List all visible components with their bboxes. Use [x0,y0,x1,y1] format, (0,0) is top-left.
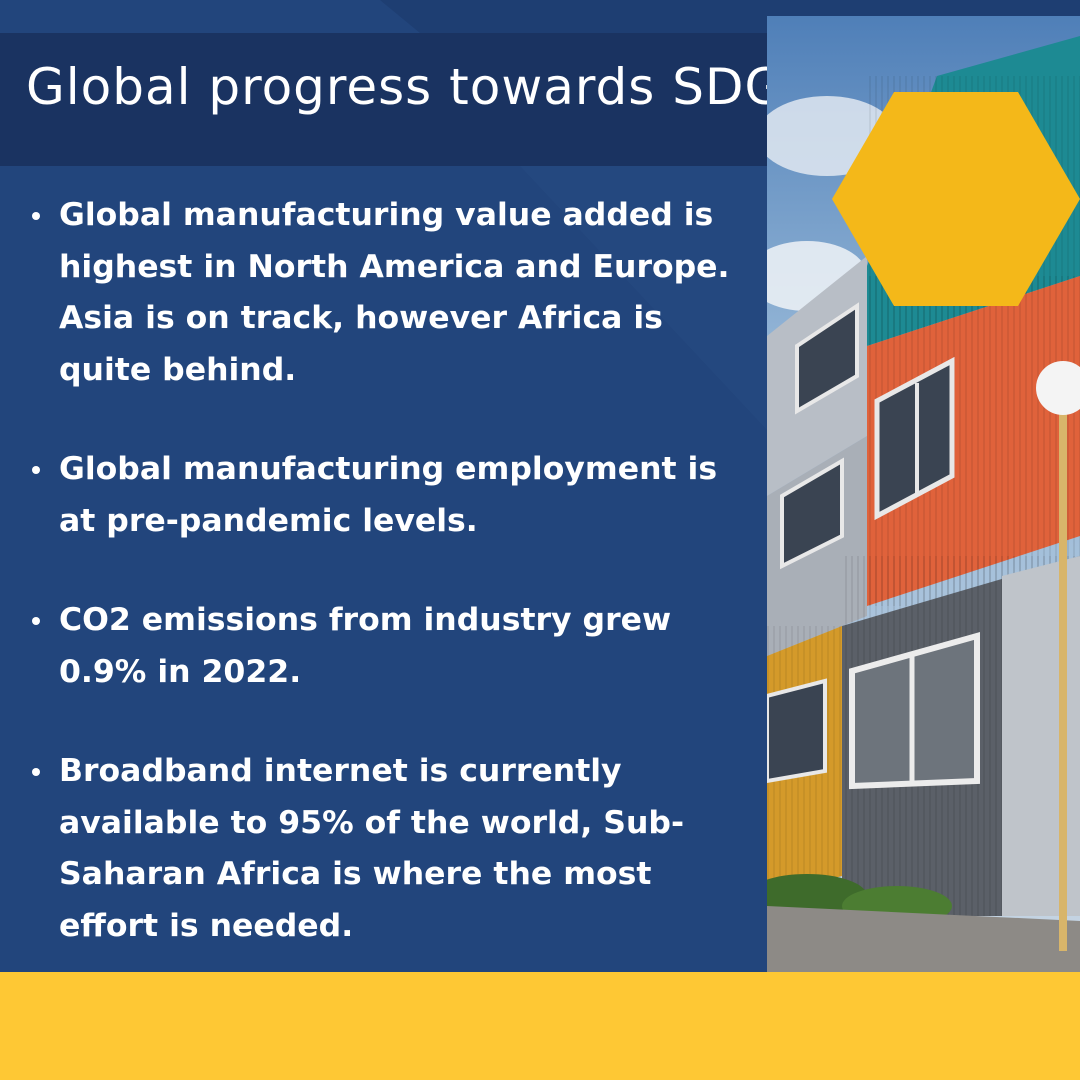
page-title: Global progress towards SDG #9 [26,58,877,116]
footer-band [0,972,1080,1080]
bullet-item-co2-emissions: CO2 emissions from industry grew 0.9% in… [30,595,750,698]
bullet-list: Global manufacturing value added is high… [30,190,750,1000]
title-banner [0,33,975,166]
bullet-item-broadband: Broadband internet is currently availabl… [30,746,750,952]
bullet-item-manufacturing-value: Global manufacturing value added is high… [30,190,750,396]
hexagon-accent-shape [832,92,1080,306]
bullet-item-manufacturing-employment: Global manufacturing employment is at pr… [30,444,750,547]
